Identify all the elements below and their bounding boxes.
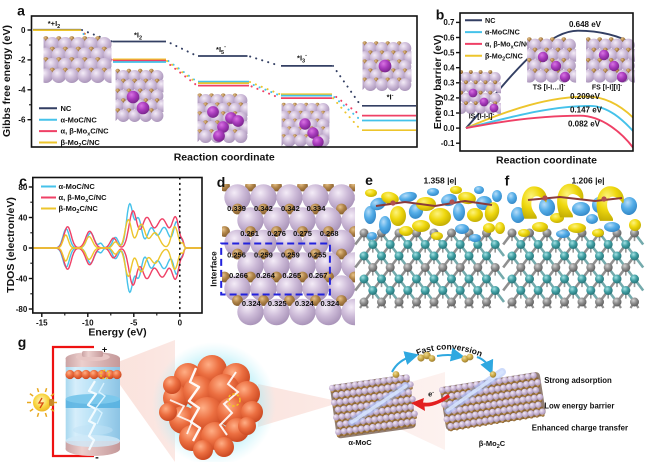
svg-text:0.266: 0.266 <box>229 271 248 280</box>
svg-text:0.268: 0.268 <box>320 229 339 238</box>
svg-text:0.082 eV: 0.082 eV <box>568 120 601 129</box>
svg-text:0.342: 0.342 <box>281 204 300 213</box>
svg-text:0.275: 0.275 <box>293 229 312 238</box>
svg-text:-10: -10 <box>82 319 94 328</box>
svg-text:0.5: 0.5 <box>443 48 455 57</box>
svg-text:α-MoC/NC: α-MoC/NC <box>59 182 96 191</box>
svg-text:β-Mo2C/NC: β-Mo2C/NC <box>59 204 99 215</box>
svg-text:NC: NC <box>485 16 495 25</box>
svg-text:*I2: *I2 <box>134 31 142 42</box>
svg-text:α, β-MoxC/NC: α, β-MoxC/NC <box>59 193 108 204</box>
svg-text:-2: -2 <box>18 56 26 65</box>
svg-text:0.324: 0.324 <box>295 299 315 308</box>
svg-text:*I3-: *I3- <box>297 53 307 65</box>
svg-text:+: + <box>102 345 108 356</box>
svg-text:β-Mo2C/NC: β-Mo2C/NC <box>485 51 523 62</box>
svg-text:α, β-MoxC/NC: α, β-MoxC/NC <box>485 40 531 51</box>
svg-text:0.147 eV: 0.147 eV <box>570 106 603 115</box>
svg-text:Energy barrier (eV): Energy barrier (eV) <box>432 35 444 130</box>
svg-text:-15: -15 <box>36 319 48 328</box>
svg-text:0.6: 0.6 <box>443 33 455 42</box>
svg-text:0: 0 <box>21 26 26 35</box>
svg-text:-40: -40 <box>16 274 28 283</box>
svg-text:α, β-MoxC/NC: α, β-MoxC/NC <box>61 127 110 138</box>
svg-text:1.206 |e|: 1.206 |e| <box>571 176 604 186</box>
svg-text:0.259: 0.259 <box>281 251 300 260</box>
svg-text:Energy (eV): Energy (eV) <box>88 327 146 339</box>
svg-text:0.259: 0.259 <box>254 251 273 260</box>
svg-text:40: 40 <box>18 213 27 222</box>
svg-text:0.264: 0.264 <box>256 271 276 280</box>
svg-text:β-Mo2C: β-Mo2C <box>479 439 506 450</box>
svg-text:0.255: 0.255 <box>308 251 327 260</box>
svg-text:Enhanced charge transfer: Enhanced charge transfer <box>532 424 628 433</box>
svg-text:Reaction coordinate: Reaction coordinate <box>496 155 597 167</box>
svg-text:TS [I-I…I]-: TS [I-I…I]- <box>533 83 566 92</box>
svg-text:e-: e- <box>428 390 434 399</box>
svg-text:Reaction coordinate: Reaction coordinate <box>174 152 275 164</box>
svg-text:0.2: 0.2 <box>443 94 455 103</box>
svg-text:-5: -5 <box>130 319 138 328</box>
svg-text:-6: -6 <box>18 116 26 125</box>
svg-text:g: g <box>18 334 27 350</box>
svg-text:-4: -4 <box>18 86 26 95</box>
svg-text:0.1: 0.1 <box>443 109 455 118</box>
svg-text:e: e <box>365 172 373 188</box>
svg-text:0.339: 0.339 <box>227 204 246 213</box>
svg-text:0.342: 0.342 <box>254 204 273 213</box>
svg-text:Strong adsorption: Strong adsorption <box>544 376 612 385</box>
svg-text:80: 80 <box>18 183 27 192</box>
svg-text:0.334: 0.334 <box>307 204 327 213</box>
svg-text:-: - <box>95 452 99 463</box>
svg-text:f: f <box>505 173 510 189</box>
svg-text:0.324: 0.324 <box>321 299 341 308</box>
svg-text:-0.1: -0.1 <box>441 139 455 148</box>
svg-text:0.7: 0.7 <box>443 18 455 27</box>
svg-text:*I5-: *I5- <box>216 44 226 56</box>
svg-text:Low energy barrier: Low energy barrier <box>544 402 614 411</box>
svg-text:d: d <box>217 174 226 190</box>
svg-text:0.267: 0.267 <box>309 271 328 280</box>
svg-text:α-MoC/NC: α-MoC/NC <box>485 28 520 37</box>
svg-text:0.256: 0.256 <box>227 251 246 260</box>
svg-text:Interface: Interface <box>209 251 219 287</box>
svg-text:a: a <box>17 3 25 19</box>
svg-text:c: c <box>19 173 27 189</box>
svg-text:0.325: 0.325 <box>268 299 287 308</box>
svg-text:α-MoC/NC: α-MoC/NC <box>61 115 98 124</box>
svg-text:0.648 eV: 0.648 eV <box>569 20 602 29</box>
svg-text:α-MoC: α-MoC <box>348 438 372 447</box>
svg-text:0.261: 0.261 <box>240 229 259 238</box>
svg-text:0.265: 0.265 <box>282 271 301 280</box>
svg-text:*I-: *I- <box>387 93 394 102</box>
svg-text:0: 0 <box>178 319 183 328</box>
svg-text:*+I2: *+I2 <box>48 19 60 30</box>
svg-text:1.358 |e|: 1.358 |e| <box>423 176 456 186</box>
svg-text:0.4: 0.4 <box>443 64 455 73</box>
svg-text:IS [I-I-I]-: IS [I-I-I]- <box>469 112 495 121</box>
svg-text:0.0: 0.0 <box>443 124 455 133</box>
svg-text:FS [I-I][I]-: FS [I-I][I]- <box>592 83 622 92</box>
svg-text:TDOS (electron/eV): TDOS (electron/eV) <box>5 197 17 293</box>
svg-text:0.276: 0.276 <box>267 229 286 238</box>
svg-text:0.209eV: 0.209eV <box>570 92 600 101</box>
svg-text:Gibbs free energy (eV): Gibbs free energy (eV) <box>1 25 13 137</box>
svg-text:b: b <box>436 7 445 23</box>
svg-text:NC: NC <box>61 104 72 113</box>
svg-text:0.324: 0.324 <box>242 299 262 308</box>
svg-text:β-Mo2C/NC: β-Mo2C/NC <box>61 138 101 149</box>
svg-text:0: 0 <box>23 244 28 253</box>
svg-text:-80: -80 <box>16 305 28 314</box>
svg-text:0.3: 0.3 <box>443 79 455 88</box>
